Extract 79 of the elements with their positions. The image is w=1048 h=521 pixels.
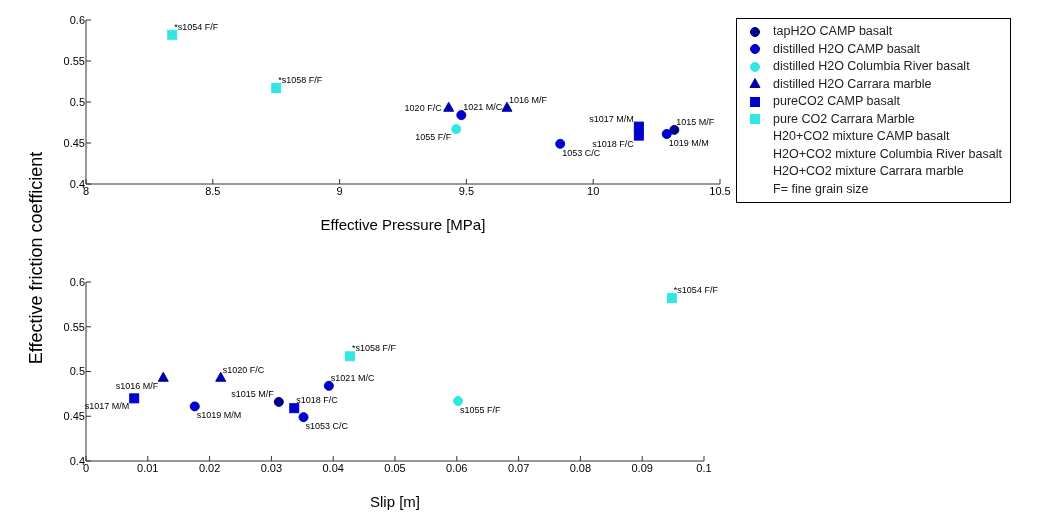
text: H2O+CO2 mixture Columbia River basalt	[773, 145, 1002, 163]
annotation: s1015 M/F	[231, 388, 275, 399]
point	[167, 29, 178, 40]
annotation: *s1058 F/F	[278, 75, 323, 86]
annotation: 1016 M/F	[508, 94, 548, 105]
y-tick-label: 0.5	[69, 95, 85, 108]
point	[298, 412, 309, 423]
legend-label: pure CO2 Carrara Marble	[773, 110, 915, 128]
x-tick-label: 0.09	[631, 461, 653, 474]
point	[633, 121, 644, 132]
annotation: s1017 M/M	[84, 401, 130, 412]
point	[555, 138, 566, 149]
point	[453, 396, 464, 407]
x-tick-label: 0.08	[569, 461, 592, 474]
point	[456, 110, 467, 121]
point	[451, 124, 462, 135]
annotation: 1021 M/C	[463, 102, 503, 113]
x-tick-label: 0.01	[137, 461, 159, 474]
text: F= fine grain size	[773, 180, 869, 198]
annotation: *s1054 F/F	[174, 21, 219, 32]
legend-label: distilled H2O CAMP basalt	[773, 40, 921, 58]
annotation: 1015 M/F	[676, 116, 715, 127]
point	[271, 83, 282, 94]
annotation: s1016 M/F	[115, 380, 159, 391]
annotation: s1021 M/C	[330, 372, 375, 383]
y-tick-label: 0.55	[63, 54, 85, 67]
x-tick-label: 0.05	[384, 461, 406, 474]
point	[661, 128, 672, 139]
point	[215, 371, 227, 382]
point	[443, 101, 455, 112]
x-tick-label: 0.1	[696, 461, 712, 474]
y-tick-label: 0.45	[63, 410, 85, 423]
annotation: s1017 M/M	[589, 113, 634, 124]
x-tick-label: 0.07	[507, 461, 530, 474]
point	[189, 401, 200, 412]
text: H2O+CO2 mixture Carrara marble	[773, 163, 964, 180]
x-axis-title: Effective Pressure [MPa]	[320, 216, 486, 233]
legend-label: tapH2O CAMP basalt	[773, 23, 893, 40]
point	[129, 393, 140, 404]
y-tick-label: 0.45	[63, 136, 85, 149]
y-axis-title: Effective friction coefficient	[25, 151, 47, 365]
annotation: s1018 F/C	[296, 395, 339, 406]
x-tick-label: 9.5	[458, 184, 475, 197]
point	[323, 380, 334, 391]
x-tick-label: 9	[336, 184, 343, 197]
annotation: s1053 C/C	[305, 421, 349, 432]
annotation: *s1054 F/F	[673, 285, 719, 296]
x-tick-label: 0.04	[322, 461, 344, 474]
annotation: 1020 F/C	[404, 102, 443, 113]
legend-label: pureCO2 CAMP basalt	[773, 93, 900, 110]
annotation: s1019 M/M	[196, 410, 242, 421]
point	[273, 396, 284, 407]
point	[157, 371, 169, 382]
point	[666, 293, 677, 304]
annotation: 1055 F/F	[415, 132, 452, 143]
annotation: s1055 F/F	[460, 405, 502, 416]
annotation: *s1058 F/F	[351, 343, 397, 354]
point	[669, 124, 680, 135]
legend-label: distilled H2O Columbia River basalt	[773, 58, 970, 75]
point	[289, 403, 300, 414]
annotation: s1018 F/C	[592, 138, 635, 149]
x-tick-label: 0.06	[446, 461, 468, 474]
y-tick-label: 0.6	[69, 275, 85, 288]
x-tick-label: 8.5	[205, 184, 221, 197]
text: H20+CO2 mixture CAMP basalt	[773, 128, 950, 145]
annotation: s1020 F/C	[222, 364, 265, 375]
annotation: 1053 C/C	[562, 147, 601, 158]
x-tick-label: 10	[587, 184, 600, 197]
point	[633, 130, 644, 141]
y-tick-label: 0.55	[63, 320, 85, 333]
point	[344, 351, 355, 362]
legend-label: distilled H2O Carrara marble	[773, 75, 932, 93]
x-tick-label: 10.5	[709, 184, 731, 197]
x-axis-title: Slip [m]	[369, 493, 421, 510]
y-tick-label: 0.5	[69, 365, 85, 378]
annotation: 1019 M/M	[668, 137, 709, 148]
x-tick-label: 0.02	[198, 461, 221, 474]
x-tick-label: 0.03	[260, 461, 283, 474]
y-tick-label: 0.6	[69, 13, 85, 26]
